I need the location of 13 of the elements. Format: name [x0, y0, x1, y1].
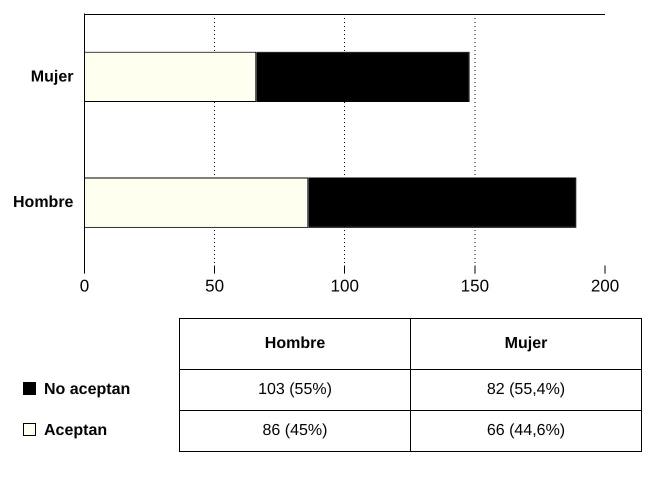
category-label: Mujer — [504, 335, 548, 352]
text: 86 (45%) — [180, 410, 410, 452]
x-tick-label: 100 — [330, 276, 359, 296]
legend-label: No aceptan — [43, 380, 132, 400]
x-tick-label: 50 — [205, 276, 224, 296]
x-tick-label: 200 — [590, 276, 620, 296]
legend-label: Aceptan — [43, 421, 108, 441]
x-tick-label: 150 — [460, 276, 490, 296]
text: 66 (44,6%) — [410, 410, 642, 452]
x-tick-label: 0 — [80, 276, 90, 296]
text: 103 (55%) — [180, 370, 410, 410]
text: 82 (55,4%) — [410, 370, 642, 410]
category-label: Hombre — [264, 335, 326, 352]
